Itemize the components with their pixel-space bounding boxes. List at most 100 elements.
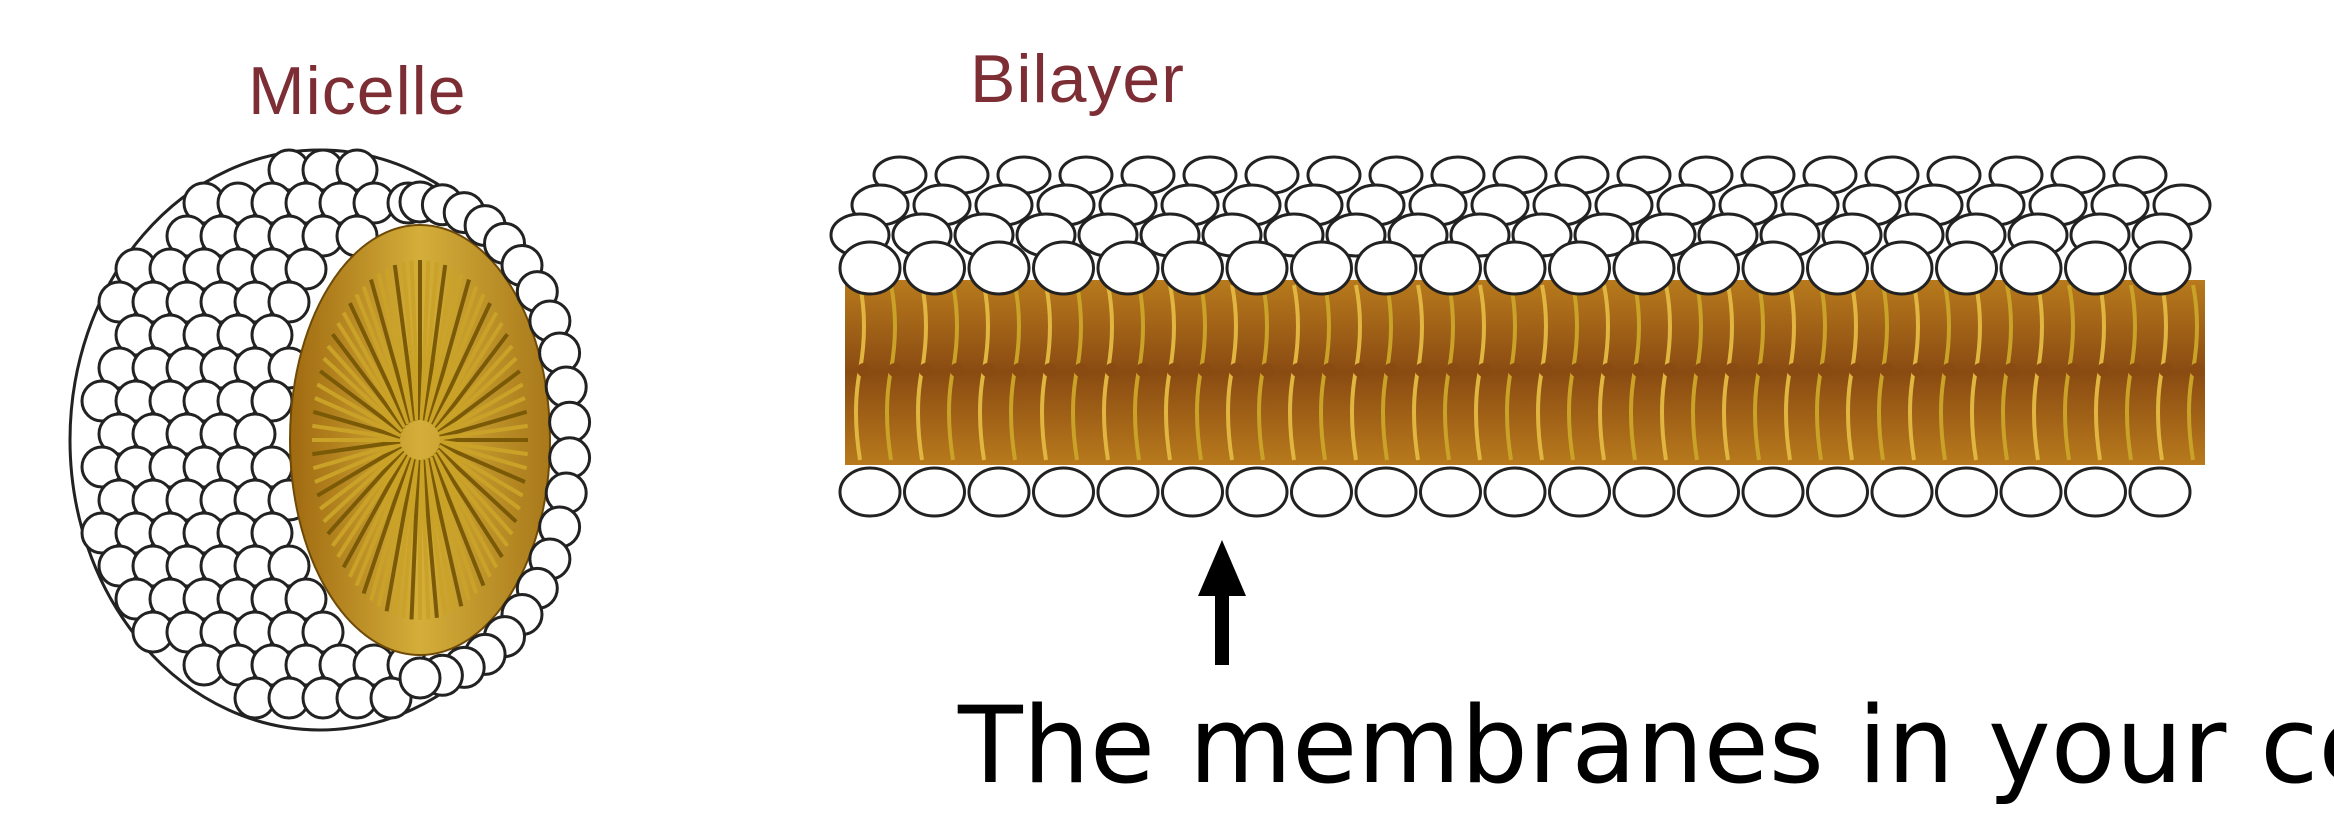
head-circle (1935, 240, 1998, 296)
tail-line (409, 459, 421, 620)
tail-junction (1291, 363, 1305, 377)
head-circle (1548, 466, 1611, 518)
tail-line (437, 446, 522, 511)
tail-line (429, 455, 486, 587)
head-circle (838, 466, 902, 518)
tail-line (322, 447, 404, 524)
tail-junction (1911, 363, 1925, 377)
tail-junction (1260, 363, 1274, 377)
tail-line (312, 441, 401, 471)
tail-junction (1198, 363, 1212, 377)
tail-junction (1012, 363, 1026, 377)
tail-line (318, 446, 403, 511)
tail-line (326, 449, 405, 536)
tail-junction (1229, 363, 1243, 377)
tail-junction (1105, 363, 1119, 377)
tail-line (425, 458, 464, 607)
micelle-illustration (68, 148, 592, 732)
tail-junction (1322, 363, 1336, 377)
bilayer-tails (854, 284, 2204, 461)
tail-junction (1353, 363, 1367, 377)
head-circle (1096, 240, 1160, 296)
tail-junction (1787, 363, 1801, 377)
tail-line (427, 279, 471, 423)
head-circle (1870, 466, 1934, 518)
head-circle (1935, 466, 1998, 518)
head-circle (1999, 466, 2063, 518)
tail-line (439, 439, 528, 457)
head-circle (2128, 240, 2192, 296)
tail-line (336, 322, 407, 429)
tail-junction (2035, 363, 2049, 377)
tail-junction (1446, 363, 1460, 377)
tail-line (314, 396, 402, 438)
tail-junction (1074, 363, 1088, 377)
tail-junction (1973, 363, 1987, 377)
tail-line (436, 356, 518, 433)
bilayer-illustration (829, 155, 2212, 518)
tail-line (341, 453, 408, 569)
head-circle (1290, 240, 1353, 296)
tail-line (439, 441, 528, 471)
micelle-rim-heads (398, 180, 592, 700)
head-circle (398, 656, 442, 700)
head-circle (1677, 466, 1740, 518)
head-circle (903, 466, 966, 518)
tail-line (431, 454, 492, 578)
head-circle (1290, 466, 1353, 518)
tail-junction (919, 363, 933, 377)
tail-line (401, 262, 419, 421)
tail-junction (1508, 363, 1522, 377)
tail-line (384, 458, 416, 612)
tail-line (433, 322, 504, 429)
tail-line (326, 344, 405, 431)
head-circle (1225, 240, 1289, 296)
tail-junction (1601, 363, 1615, 377)
micelle-label: Micelle (248, 53, 467, 129)
head-circle (1999, 240, 2063, 296)
tail-line (316, 444, 403, 498)
tail-line (421, 262, 439, 421)
tail-line (348, 454, 409, 578)
tail-line (419, 260, 431, 421)
tail-junction (2128, 363, 2142, 377)
caption: The membranes in your cells! (958, 684, 2334, 807)
tail-line (435, 449, 514, 536)
tail-junction (1539, 363, 1553, 377)
tail-line (312, 409, 401, 439)
head-circle (838, 240, 902, 296)
head-circle (1741, 466, 1805, 518)
tail-line (434, 332, 509, 430)
tail-line (331, 332, 406, 430)
tail-junction (981, 363, 995, 377)
tail-junction (1570, 363, 1584, 377)
head-circle (1741, 240, 1805, 296)
tail-junction (2190, 363, 2204, 377)
head-circle (1548, 240, 1611, 296)
tail-line (384, 268, 416, 422)
tail-junction (2066, 363, 2080, 377)
head-circle (1354, 240, 1418, 296)
tail-junction (1415, 363, 1429, 377)
tail-line (392, 459, 418, 616)
tail-line (331, 450, 406, 548)
tail-line (312, 439, 401, 457)
head-circle (1419, 466, 1482, 518)
bilayer-label: Bilayer (970, 41, 1185, 117)
head-circle (548, 400, 592, 444)
tail-line (435, 344, 514, 431)
tail-line (336, 451, 407, 558)
tail-line (369, 457, 413, 601)
tail-line (424, 268, 456, 422)
tail-line (437, 382, 524, 436)
tail-line (437, 444, 524, 498)
tail-junction (1880, 363, 1894, 377)
head-circle (1354, 466, 1418, 518)
head-circle (2064, 240, 2127, 296)
tail-line (427, 457, 471, 601)
tail-junction (1694, 363, 1708, 377)
tail-line (431, 302, 492, 426)
tail-line (438, 396, 526, 438)
tail-line (318, 369, 403, 434)
